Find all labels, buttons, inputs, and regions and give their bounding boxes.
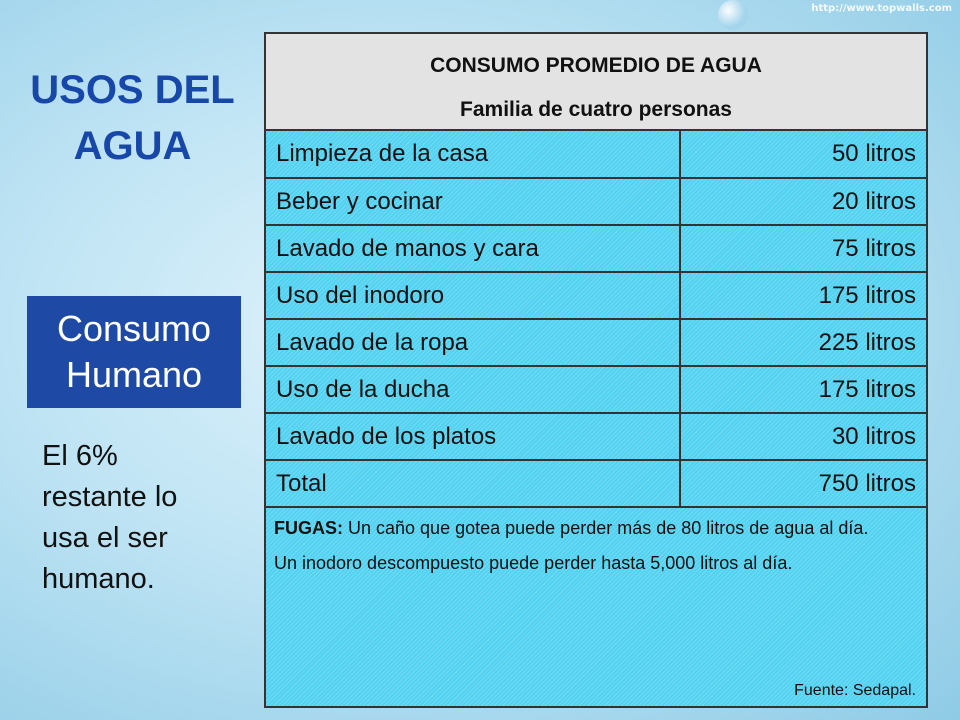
- table-subheading: Familia de cuatro personas: [460, 98, 732, 121]
- table-row: Beber y cocinar 20 litros: [266, 178, 926, 226]
- row-label: Lavado de los platos: [266, 413, 681, 461]
- note-line-3: usa el ser: [42, 522, 168, 554]
- row-value: 20 litros: [680, 178, 926, 226]
- consumo-line-1: Consumo: [56, 308, 212, 349]
- row-value: 75 litros: [680, 225, 926, 273]
- row-value: 175 litros: [680, 272, 926, 320]
- table-row: Uso de la ducha 175 litros: [266, 366, 926, 414]
- decorative-bubble: [718, 0, 748, 30]
- table-row: Lavado de manos y cara 75 litros: [266, 225, 926, 273]
- total-label: Total: [266, 460, 681, 508]
- consumo-humano-box: Consumo Humano: [27, 296, 241, 408]
- title-line-2: AGUA: [73, 124, 192, 168]
- table-row: Limpieza de la casa 50 litros: [266, 131, 926, 179]
- row-label: Uso del inodoro: [266, 272, 681, 320]
- row-label: Limpieza de la casa: [266, 131, 681, 179]
- leaks-text-1: Un caño que gotea puede perder más de 80…: [343, 518, 869, 538]
- title-line-1: USOS DEL: [30, 68, 235, 112]
- note-line-1: El 6%: [42, 440, 118, 472]
- row-label: Beber y cocinar: [266, 178, 681, 226]
- note-line-2: restante lo: [42, 481, 178, 513]
- row-value: 175 litros: [680, 366, 926, 414]
- leaks-paragraph-1: FUGAS: Un caño que gotea puede perder má…: [274, 516, 916, 541]
- row-value: 30 litros: [680, 413, 926, 461]
- page-title: USOS DEL AGUA: [10, 62, 255, 174]
- leaks-note: FUGAS: Un caño que gotea puede perder má…: [266, 508, 926, 576]
- leaks-paragraph-2: Un inodoro descompuesto puede perder has…: [274, 553, 793, 573]
- note-line-4: humano.: [42, 563, 155, 595]
- consumption-table: Limpieza de la casa 50 litros Beber y co…: [266, 131, 926, 508]
- row-label: Lavado de manos y cara: [266, 225, 681, 273]
- row-value: 50 litros: [680, 131, 926, 179]
- watermark-url: http://www.topwalls.com: [811, 3, 952, 14]
- table-row: Lavado de la ropa 225 litros: [266, 319, 926, 367]
- table-row-total: Total 750 litros: [266, 460, 926, 508]
- water-consumption-panel: CONSUMO PROMEDIO DE AGUA Familia de cuat…: [264, 32, 928, 708]
- source-credit: Fuente: Sedapal.: [794, 682, 916, 699]
- table-row: Uso del inodoro 175 litros: [266, 272, 926, 320]
- remaining-note: El 6% restante lo usa el ser humano.: [42, 436, 242, 600]
- table-header: CONSUMO PROMEDIO DE AGUA Familia de cuat…: [266, 34, 926, 131]
- leaks-label: FUGAS:: [274, 518, 343, 538]
- total-value: 750 litros: [680, 460, 926, 508]
- row-value: 225 litros: [680, 319, 926, 367]
- consumo-line-2: Humano: [65, 354, 203, 395]
- table-heading: CONSUMO PROMEDIO DE AGUA: [430, 54, 762, 77]
- row-label: Uso de la ducha: [266, 366, 681, 414]
- row-label: Lavado de la ropa: [266, 319, 681, 367]
- table-row: Lavado de los platos 30 litros: [266, 413, 926, 461]
